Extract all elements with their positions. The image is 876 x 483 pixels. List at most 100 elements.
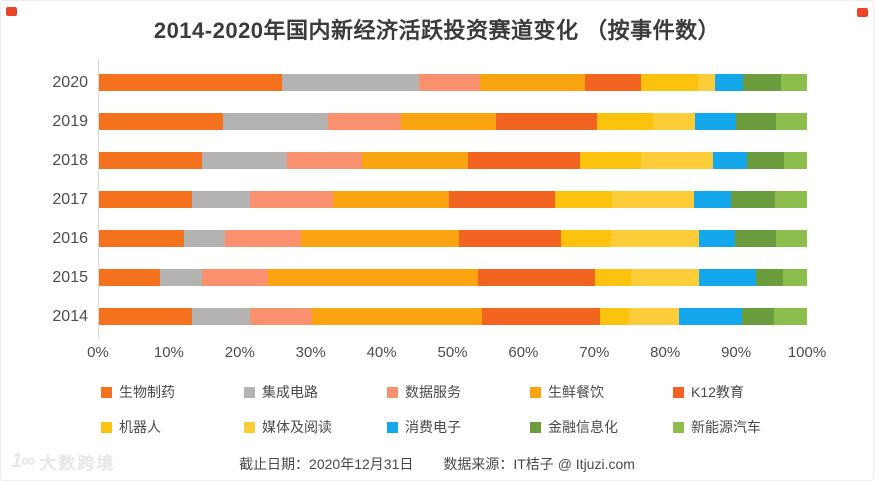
bar-track [98,230,808,247]
bar-segment-机器人 [595,269,632,286]
bar-segment-生鲜餐饮 [401,113,497,130]
legend-label: 集成电路 [262,384,318,400]
bar-segment-消费电子 [694,113,737,130]
bar-segment-消费电子 [678,308,743,325]
footer-source: 数据来源：IT桔子 @ Itjuzi.com [443,456,635,472]
y-axis-line [98,58,99,339]
bar-segment-生鲜餐饮 [268,269,479,286]
legend-item-媒体及阅读: 媒体及阅读 [244,417,387,437]
x-tick: 20% [224,344,255,361]
bar-segment-集成电路 [202,152,287,169]
bar-segment-金融信息化 [746,152,785,169]
bar-segment-机器人 [641,74,698,91]
bar-segment-媒体及阅读 [631,269,699,286]
year-label: 2019 [52,112,88,130]
bar-segment-媒体及阅读 [629,308,679,325]
bar-segment-K12教育 [448,191,555,208]
bar-segment-新能源汽车 [774,308,807,325]
x-axis: 0% 10% 20% 30% 40% 50% 60% 70% 80% 90% 100% [87,344,826,368]
bar-segment-K12教育 [458,230,561,247]
footer-note: 截止日期：2020年12月31日 数据来源：IT桔子 @ Itjuzi.com [1,454,873,474]
bar-segment-机器人 [554,191,613,208]
bar-segment-数据服务 [418,74,481,91]
legend-item-消费电子: 消费电子 [387,417,530,437]
bar-row: 2014 [1,297,807,336]
bar-segment-金融信息化 [734,230,776,247]
bar-segment-生物制药 [98,152,203,169]
year-label: 2015 [52,268,88,286]
bar-segment-新能源汽车 [775,191,808,208]
bar-segment-生物制药 [98,269,161,286]
year-label: 2018 [52,151,88,169]
legend-item-生物制药: 生物制药 [101,382,244,402]
legend-item-K12教育: K12教育 [673,382,816,402]
x-tick: 10% [153,344,184,361]
legend-item-生鲜餐饮: 生鲜餐饮 [530,382,673,402]
bar-segment-生鲜餐饮 [312,308,483,325]
bar-segment-新能源汽车 [775,113,807,130]
footer-deadline: 截止日期：2020年12月31日 [239,456,414,472]
bar-segment-K12教育 [468,152,581,169]
bar-segment-集成电路 [183,230,225,247]
x-tick: 50% [437,344,468,361]
bar-row: 2016 [1,219,808,258]
legend-swatch [530,421,541,433]
bar-segment-消费电子 [714,74,744,91]
bar-segment-K12教育 [496,113,598,130]
bar-segment-金融信息化 [731,191,776,208]
bar-segment-金融信息化 [742,308,775,325]
legend-item-金融信息化: 金融信息化 [530,417,673,437]
x-tick: 60% [508,344,539,361]
bar-segment-数据服务 [249,308,313,325]
bar-track [98,308,807,325]
bar-row: 2017 [1,180,808,219]
legend-swatch [673,421,684,433]
bar-segment-生物制药 [98,308,193,325]
bar-segment-集成电路 [282,74,419,91]
bar-row: 2020 [1,63,807,102]
legend-swatch [244,386,255,398]
bar-segment-消费电子 [699,230,735,247]
bar-segment-消费电子 [713,152,747,169]
legend-label: 媒体及阅读 [262,419,332,435]
legend-label: 消费电子 [405,419,461,435]
bar-segment-生鲜餐饮 [361,152,469,169]
watermark-text: 大数跨境 [39,454,116,473]
bar-segment-媒体及阅读 [653,113,695,130]
bar-segment-生物制药 [98,191,192,208]
year-label: 2017 [52,190,88,208]
legend-item-集成电路: 集成电路 [244,382,387,402]
legend-label: 新能源汽车 [691,419,761,435]
x-tick: 40% [366,344,397,361]
bar-segment-消费电子 [694,191,732,208]
bar-segment-集成电路 [222,113,329,130]
bar-row: 2015 [1,258,808,297]
legend-label: K12教育 [691,384,744,400]
corner-mark-left [6,7,17,16]
bar-segment-数据服务 [286,152,362,169]
bar-segment-生物制药 [98,230,184,247]
bar-segment-机器人 [599,308,630,325]
bar-segment-新能源汽车 [775,230,808,247]
year-label: 2016 [52,229,88,247]
legend-label: 数据服务 [405,384,461,400]
corner-mark-right [857,8,868,17]
legend-item-数据服务: 数据服务 [387,382,530,402]
bar-segment-机器人 [597,113,654,130]
bar-segment-消费电子 [698,269,757,286]
x-tick: 0% [87,344,109,361]
legend-label: 生鲜餐饮 [548,384,604,400]
bar-segment-媒体及阅读 [697,74,715,91]
watermark: 1∞ 大数跨境 [11,449,115,474]
bar-track [98,191,808,208]
stacked-bar-chart: 2020 2019 2018 2017 2016 2015 2014 0% 10% 20% 30%… [1,58,873,368]
x-tick: 70% [579,344,610,361]
bar-segment-新能源汽车 [780,74,807,91]
bar-segment-机器人 [580,152,642,169]
x-tick: 100% [787,344,827,361]
bar-segment-生鲜餐饮 [301,230,459,247]
x-tick: 30% [295,344,326,361]
bar-segment-媒体及阅读 [611,230,700,247]
legend-swatch [530,386,541,398]
